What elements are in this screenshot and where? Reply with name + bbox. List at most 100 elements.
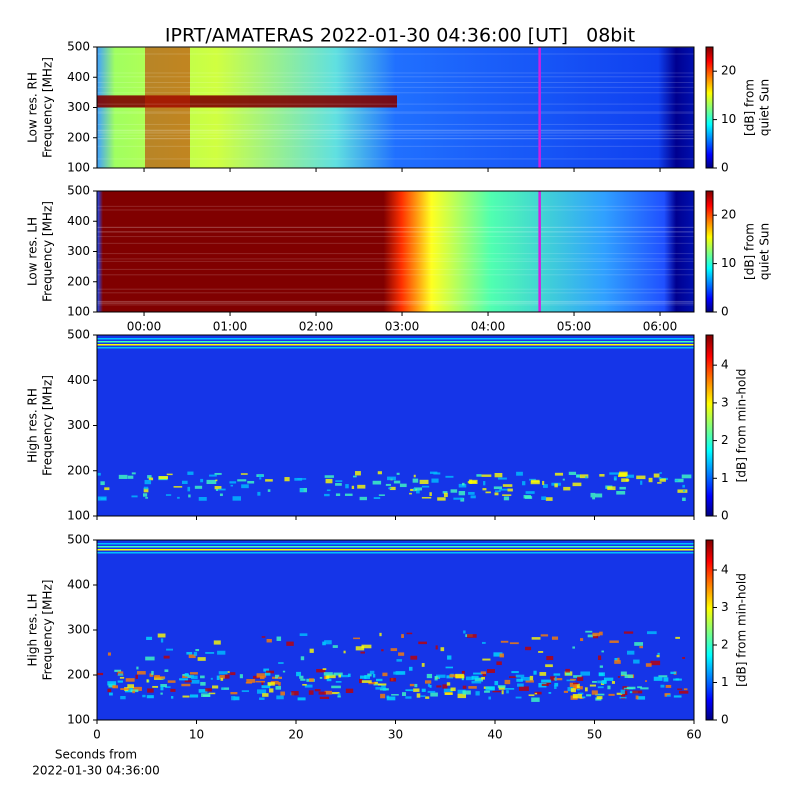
colorbar-tick-label: 1 <box>721 471 729 485</box>
speckle <box>489 686 495 690</box>
speckle <box>482 658 491 661</box>
spectral-line <box>97 103 694 105</box>
speckle <box>231 696 236 701</box>
speckle <box>191 675 198 679</box>
y-tick-label: 100 <box>67 161 90 175</box>
speckle <box>450 489 458 493</box>
speckle <box>659 472 662 474</box>
speckle <box>200 681 206 686</box>
speckle <box>468 479 473 484</box>
speckle <box>683 688 688 691</box>
speckle <box>488 696 491 700</box>
speckle <box>497 477 507 480</box>
speckle <box>599 665 603 668</box>
speckle <box>495 490 501 492</box>
y-axis-label: Frequency [MHz] <box>41 57 55 158</box>
colorbar-tick-label: 10 <box>721 112 736 126</box>
speckle <box>485 491 491 494</box>
speckle <box>596 696 603 700</box>
speckle <box>677 688 682 691</box>
colorbar-tick-label: 4 <box>721 563 729 577</box>
x-tick-label: 04:00 <box>471 320 506 334</box>
colorbar-label: quiet Sun <box>758 79 772 136</box>
x-tick-label: 50 <box>587 728 602 742</box>
speckle <box>143 488 149 493</box>
speckle <box>264 672 271 676</box>
spectral-line <box>97 137 694 139</box>
colorbar <box>705 334 714 517</box>
speckle <box>457 689 466 694</box>
speckle <box>145 656 155 661</box>
speckle <box>602 680 607 685</box>
speckle <box>576 683 580 688</box>
y-tick-label: 200 <box>67 274 90 288</box>
speckle <box>460 497 465 502</box>
speckle <box>611 681 615 684</box>
speckle <box>147 688 154 693</box>
speckle <box>493 486 503 490</box>
speckle <box>554 483 558 488</box>
speckle <box>502 494 512 496</box>
speckle <box>482 673 487 677</box>
x-tick-label: 60 <box>686 728 701 742</box>
speckle <box>361 680 372 683</box>
speckle <box>635 695 639 700</box>
speckle <box>104 487 110 491</box>
speckle <box>337 693 341 696</box>
speckle <box>184 673 189 677</box>
speckle <box>200 478 204 483</box>
speckle <box>647 631 657 635</box>
speckle <box>171 696 174 699</box>
speckle <box>677 489 688 493</box>
speckle <box>481 474 492 477</box>
speckle <box>584 687 588 692</box>
speckle <box>522 481 526 486</box>
speckle <box>214 472 222 475</box>
speckle <box>257 689 267 694</box>
speckle <box>577 692 584 695</box>
speckle <box>163 655 170 659</box>
speckle <box>376 678 383 682</box>
spectral-line <box>97 209 694 211</box>
speckle <box>484 690 490 693</box>
spectral-line <box>97 111 694 113</box>
speckle <box>597 680 607 684</box>
speckle <box>499 653 505 658</box>
speckle <box>345 688 354 694</box>
speckle <box>379 632 382 637</box>
speckle <box>314 689 321 692</box>
speckle <box>218 671 228 675</box>
speckle <box>324 690 332 695</box>
speckle <box>511 671 519 674</box>
speckle <box>458 490 466 496</box>
speckle <box>261 636 266 638</box>
x-tick-label: 20 <box>288 728 303 742</box>
speckle <box>542 484 548 488</box>
speckle <box>413 688 420 692</box>
y-tick-label: 100 <box>67 509 90 523</box>
speckle <box>232 496 242 501</box>
speckle <box>229 481 237 484</box>
emission-band <box>97 95 397 108</box>
speckle <box>124 687 133 693</box>
spectrogram-fill <box>97 191 694 312</box>
speckle <box>390 648 398 652</box>
speckle <box>215 489 219 491</box>
colorbar-tick-label: 2 <box>721 433 729 447</box>
speckle <box>682 656 686 659</box>
speckle <box>609 640 619 643</box>
speckle <box>607 685 611 690</box>
y-tick-label: 300 <box>67 623 90 637</box>
speckle <box>359 496 367 501</box>
speckle <box>221 687 230 690</box>
speckle <box>534 692 538 695</box>
speckle <box>435 645 438 650</box>
speckle <box>545 664 553 668</box>
speckle <box>614 660 621 664</box>
speckle <box>607 486 616 491</box>
speckle <box>393 671 403 675</box>
speckle <box>435 674 446 678</box>
speckle <box>300 656 305 661</box>
speckle <box>152 685 159 688</box>
